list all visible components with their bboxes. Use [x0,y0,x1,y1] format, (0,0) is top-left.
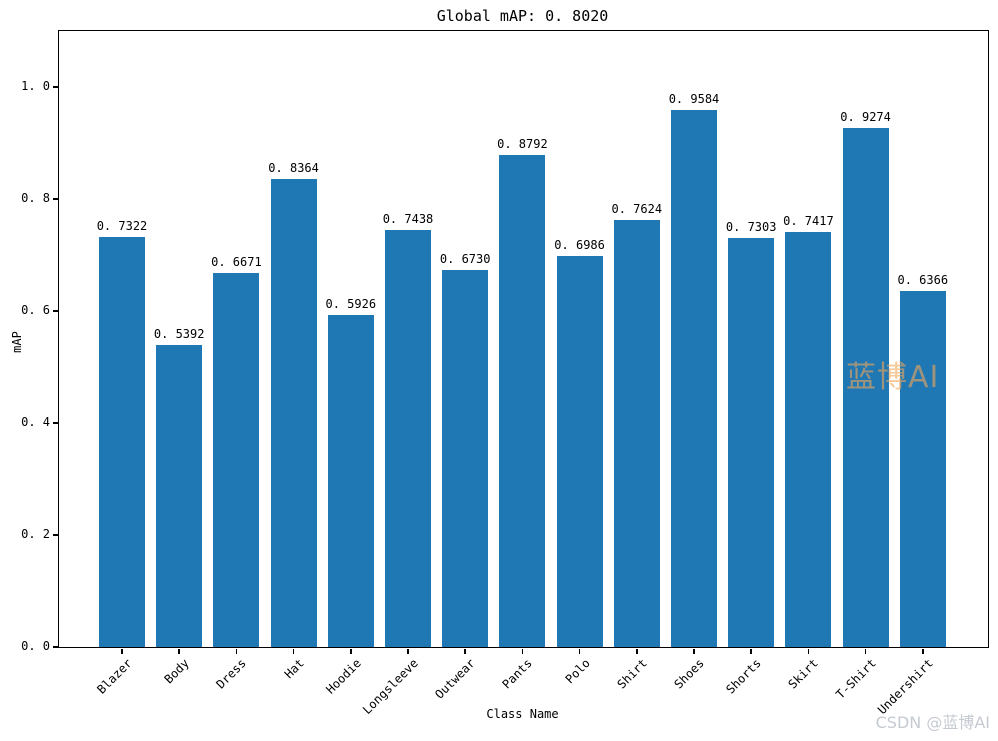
chart-title: Global mAP: 0. 8020 [436,7,609,25]
x-tick-mark [807,648,810,654]
bar-value-label: 0. 8364 [268,160,319,175]
y-tick-mark [53,422,58,424]
x-tick-mark [864,648,867,654]
x-axis-title: Class Name [486,707,559,721]
bar-value-label: 0. 7303 [725,220,777,235]
bar [842,127,889,647]
y-tick-label: 1. 0 [21,79,50,93]
y-tick-mark [53,646,58,648]
plot-area: 0. 7322 0. 5392 0. 6671 0. 8364 0. 5926 0. 74… [58,30,989,648]
bar-value-label: 0. 8792 [497,136,548,151]
x-tick-mark [578,648,581,654]
bar [99,236,145,647]
y-tick-mark [53,310,58,312]
bar-value-label: 0. 6986 [554,237,605,252]
bar-value-label: 0. 6366 [897,272,949,287]
bar [327,315,374,647]
x-tick-mark [693,648,695,654]
x-tick-mark [350,648,352,654]
x-tick-mark [407,648,409,654]
x-tick-mark [178,648,180,654]
bar [728,238,775,647]
x-tick-mark [235,648,238,654]
bar-value-label: 0. 7417 [783,213,834,228]
y-tick-label: 0. 0 [21,639,50,653]
bar [671,110,717,647]
bar-value-label: 0. 5392 [153,327,205,342]
x-tick-mark [636,648,638,654]
bar [613,220,660,647]
x-tick-mark [464,648,466,654]
bar [385,230,431,647]
bar [156,345,203,647]
y-tick-label: 0. 8 [21,191,50,205]
bar [442,270,489,647]
y-tick-label: 0. 6 [21,303,50,317]
bar [556,255,603,647]
bar [270,178,317,647]
y-tick-mark [53,534,58,536]
x-tick-mark [121,648,123,654]
y-tick-mark [53,86,58,88]
bar-value-label: 0. 7438 [382,212,434,227]
bar-value-label: 0. 9584 [668,92,720,107]
bar-value-label: 0. 6730 [439,252,491,267]
bar-value-label: 0. 7624 [611,202,663,217]
bar [899,290,946,647]
y-tick-label: 0. 2 [21,527,50,541]
x-tick-mark [922,648,924,654]
bar [213,273,260,647]
bar-value-label: 0. 5926 [325,297,377,312]
y-axis-title: mAP [10,331,24,353]
x-tick-mark [292,648,295,654]
bar-value-label: 0. 7322 [96,218,148,233]
y-tick-label: 0. 4 [21,415,50,429]
x-tick-mark [750,648,752,654]
y-tick-mark [53,198,58,200]
bar-value-label: 0. 9274 [840,109,891,124]
bar-value-label: 0. 6671 [211,255,262,270]
bar [785,231,832,647]
bar [499,154,546,647]
x-tick-mark [521,648,524,654]
